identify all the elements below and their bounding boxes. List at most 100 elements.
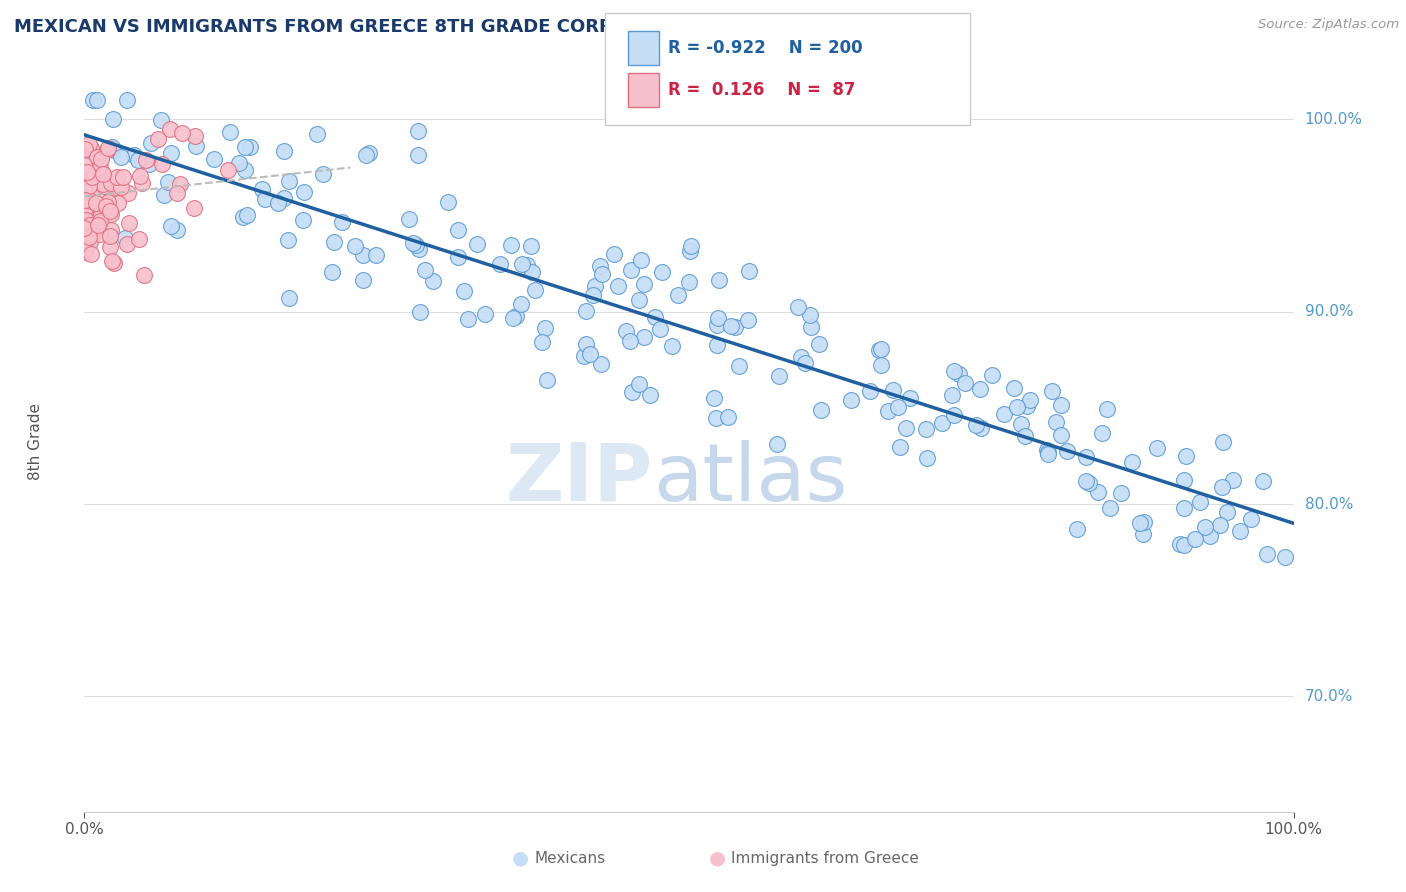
Point <box>943 409 966 423</box>
Point <box>141 136 163 151</box>
Point <box>1173 501 1195 516</box>
Point <box>86 150 108 164</box>
Point <box>808 337 831 351</box>
Point <box>80 141 103 155</box>
Point <box>90 152 112 166</box>
Point <box>105 169 128 184</box>
Point <box>80 164 103 178</box>
Point <box>536 373 558 387</box>
Point <box>83 183 105 197</box>
Point <box>633 277 655 292</box>
Point <box>1050 398 1073 412</box>
Point <box>100 207 122 221</box>
Point <box>1036 447 1059 461</box>
Point <box>159 145 181 160</box>
Point <box>870 343 893 357</box>
Point <box>465 237 488 252</box>
Point <box>91 175 114 189</box>
Point <box>799 320 821 334</box>
Point <box>90 202 112 217</box>
Point <box>1211 480 1233 494</box>
Point <box>73 236 96 251</box>
Point <box>277 234 299 248</box>
Point <box>1099 501 1122 516</box>
Point <box>183 201 205 215</box>
Point <box>894 421 917 435</box>
Text: Immigrants from Greece: Immigrants from Greece <box>731 851 920 865</box>
Point <box>398 211 420 226</box>
Point <box>76 170 98 185</box>
Point <box>877 404 900 418</box>
Point <box>169 177 191 191</box>
Point <box>80 227 103 241</box>
Point <box>75 193 97 207</box>
Point <box>405 238 427 252</box>
Text: ●: ● <box>709 848 725 868</box>
Point <box>101 140 124 154</box>
Point <box>413 262 436 277</box>
Point <box>103 143 125 157</box>
Point <box>627 293 650 307</box>
Point <box>607 278 630 293</box>
Point <box>138 157 160 171</box>
Point <box>509 297 531 311</box>
Point <box>1002 381 1025 395</box>
Point <box>1222 473 1244 487</box>
Point <box>915 422 938 436</box>
Point <box>422 274 444 288</box>
Point <box>98 228 121 243</box>
Point <box>77 178 100 193</box>
Point <box>184 129 207 144</box>
Point <box>408 242 430 256</box>
Point <box>170 126 193 140</box>
Point <box>75 202 97 217</box>
Point <box>1077 476 1099 491</box>
Point <box>84 220 107 235</box>
Point <box>841 392 863 407</box>
Point <box>1017 399 1039 413</box>
Point <box>859 384 882 398</box>
Point <box>80 169 103 184</box>
Point <box>159 121 181 136</box>
Text: atlas: atlas <box>652 440 846 517</box>
Text: Source: ZipAtlas.com: Source: ZipAtlas.com <box>1258 18 1399 31</box>
Point <box>219 125 242 139</box>
Point <box>948 368 970 382</box>
Point <box>100 223 122 237</box>
Point <box>931 416 953 430</box>
Point <box>77 136 100 151</box>
Point <box>73 186 96 200</box>
Point <box>150 157 173 171</box>
Point <box>131 176 153 190</box>
Point <box>252 182 274 196</box>
Point <box>619 334 641 349</box>
Point <box>522 265 544 279</box>
Point <box>941 388 963 402</box>
Point <box>86 93 108 107</box>
Point <box>408 123 430 137</box>
Point <box>704 411 727 425</box>
Point <box>628 377 651 392</box>
Point <box>510 257 533 271</box>
Point <box>235 163 257 178</box>
Point <box>1240 512 1263 526</box>
Point <box>1121 455 1143 469</box>
Point <box>1005 401 1028 415</box>
Point <box>666 287 689 301</box>
Point <box>77 227 100 241</box>
Point <box>166 186 188 200</box>
Point <box>87 159 110 173</box>
Text: 80.0%: 80.0% <box>1305 497 1353 511</box>
Point <box>579 347 602 361</box>
Point <box>357 145 380 160</box>
Point <box>273 191 295 205</box>
Point <box>110 180 132 194</box>
Point <box>1216 504 1239 518</box>
Point <box>953 376 976 391</box>
Point <box>111 170 134 185</box>
Point <box>73 158 96 172</box>
Point <box>84 211 107 225</box>
Point <box>1128 516 1150 530</box>
Point <box>1019 393 1042 408</box>
Point <box>76 165 98 179</box>
